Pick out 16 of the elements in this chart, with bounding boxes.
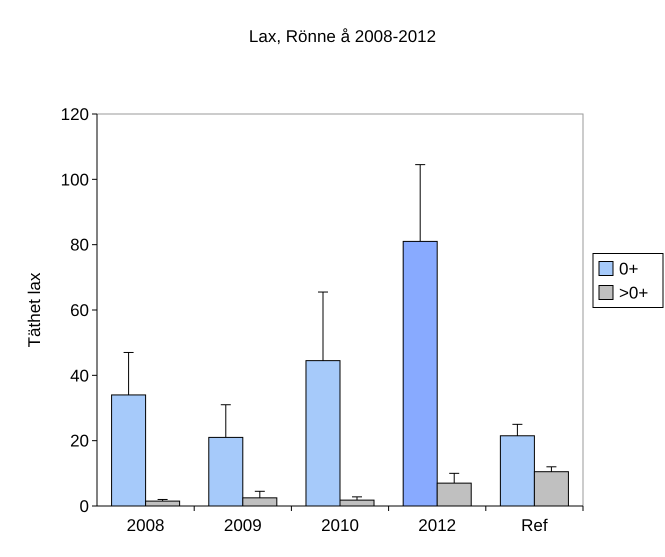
x-tick-label: Ref — [521, 516, 548, 535]
chart-title: Lax, Rönne å 2008-2012 — [248, 27, 436, 46]
y-tick-label: 60 — [70, 301, 89, 320]
x-tick-label: 2009 — [224, 516, 262, 535]
x-tick-label: 2010 — [321, 516, 359, 535]
y-axis-title: Täthet lax — [25, 272, 44, 348]
y-tick-label: 120 — [60, 105, 89, 124]
y-tick-label: 20 — [70, 432, 89, 451]
x-tick-label: 2012 — [418, 516, 456, 535]
y-tick-label: 80 — [70, 236, 89, 255]
x-tick-label: 2008 — [126, 516, 165, 535]
legend-label: 0+ — [619, 260, 638, 278]
legend-label: >0+ — [619, 284, 648, 302]
y-tick-label: 0 — [80, 497, 89, 516]
y-tick-label: 40 — [70, 366, 89, 386]
y-tick-label: 100 — [60, 170, 89, 190]
